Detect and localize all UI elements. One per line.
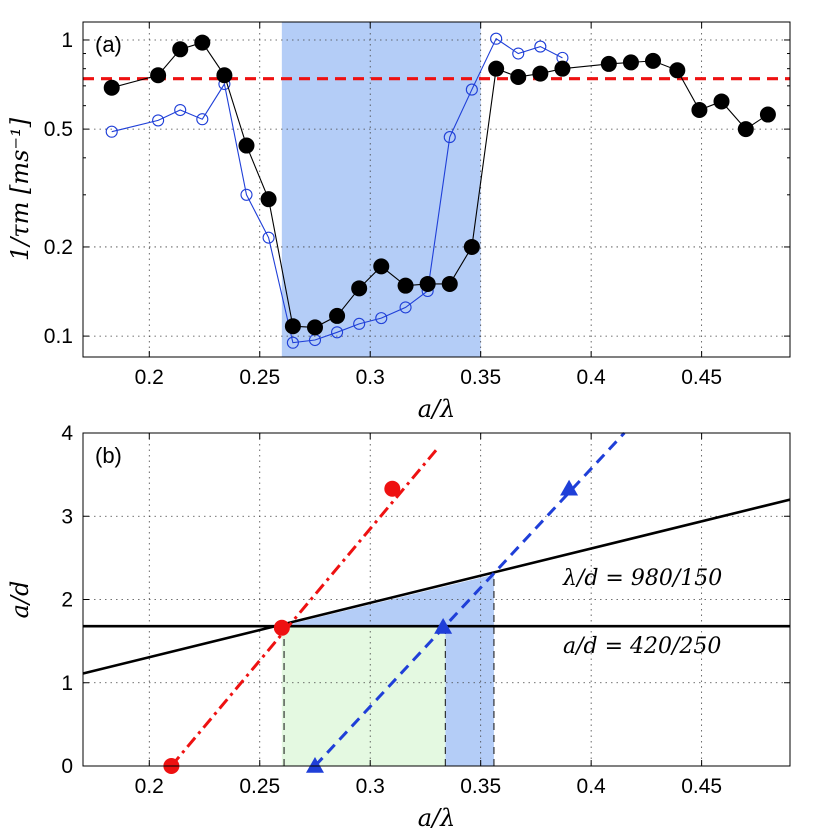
panel-a-xlabel: a/λ [418,395,456,423]
data-point-open [262,231,275,244]
x-tick-label: 0.25 [239,366,280,389]
data-point-filled [691,102,708,119]
data-point-filled [669,62,686,79]
data-point-filled [216,67,233,84]
data-point-filled [238,137,255,154]
data-point-open [490,32,503,45]
panel-b-label: (b) [95,443,122,468]
panel-b-ylabel: a/d [6,581,34,619]
data-point-open [353,317,366,330]
data-point-open [152,114,165,127]
data-point-filled [737,121,754,138]
data-point-open [443,131,456,144]
data-point-filled [645,52,662,69]
annotation-a-d: a/d = 420/250 [563,634,721,659]
data-point-filled [397,277,414,294]
panel-a-label: (a) [95,32,122,57]
x-tick-label: 0.35 [460,366,501,389]
data-point-filled [103,79,120,96]
panel-b: 0.2 0.25 0.3 0.35 0.4 0.45 0 1 2 3 4 (b) a/λ a/d λ… [6,422,791,832]
x-tick-label: 0.3 [356,366,385,389]
marker-triangle [560,479,579,496]
x-tick-label: 0.2 [135,775,164,798]
data-point-open [375,312,388,325]
panel-a-ylabel: 1/τm [ms⁻¹] [6,117,34,261]
panel-a-ticks: 0.2 0.25 0.3 0.35 0.4 0.45 0.1 0.2 0.5 1 [44,22,790,389]
line-red [170,448,438,767]
marker-triangle [305,757,324,773]
x-tick-label: 0.35 [460,775,501,798]
data-point-filled [441,275,458,292]
line--d-980-150 [82,498,791,675]
y-tick-label: 0 [61,755,73,778]
data-point-filled [463,238,480,255]
shaded-band [281,22,481,357]
y-tick-label: 1 [61,672,73,695]
data-point-filled [306,319,323,336]
data-point-filled [759,106,776,123]
shaded-region-green [281,626,446,766]
panel-b-xlabel: a/λ [418,804,456,832]
panel-a-series [103,32,776,349]
marker-triangle [434,617,453,634]
panel-b-markers [163,479,579,774]
data-point-open [174,103,187,117]
series-line-open [111,37,563,344]
y-tick-label: 0.5 [44,118,73,141]
data-point-open [331,326,344,339]
x-tick-label: 0.4 [577,366,607,389]
data-point-filled [329,307,346,324]
panel-b-vertical-dashed [283,574,495,766]
data-point-filled [600,55,617,72]
data-point-filled [373,258,390,275]
data-point-open [512,47,525,60]
panel-a: 0.2 0.25 0.3 0.35 0.4 0.450.10.20.51 (a) a/λ … [6,21,791,423]
panel-a-shaded-band [281,22,481,357]
y-tick-label: 0.2 [44,236,73,259]
data-point-open [534,40,547,53]
data-point-filled [194,34,211,51]
data-point-filled [150,67,167,84]
x-tick-label: 0.3 [356,775,385,798]
panel-b-ticks: 0.2 0.25 0.3 0.35 0.4 0.45 0 1 2 3 4 [61,422,790,798]
data-point-filled [488,60,505,77]
series-line-filled [111,41,769,328]
annotation-lambda-d: λ/d = 980/150 [562,566,722,591]
y-tick-label: 4 [61,422,73,445]
data-point-filled [622,54,639,71]
y-tick-label: 2 [61,589,73,612]
marker-circle [273,619,290,636]
panel-b-shaded-regions [281,574,494,766]
data-point-filled [284,318,301,335]
panel-a-frame [82,21,791,358]
data-point-filled [351,280,368,297]
data-point-filled [713,93,730,110]
marker-circle [384,480,401,497]
data-point-open [105,125,118,138]
y-tick-label: 1 [61,29,73,52]
x-tick-label: 0.2 [135,366,164,389]
y-tick-label: 0.1 [44,325,73,348]
panel-b-frame [82,432,791,767]
data-point-filled [554,60,571,77]
data-point-filled [510,68,527,85]
data-point-open [465,83,478,96]
data-point-filled [419,275,436,292]
x-tick-label: 0.45 [681,366,722,389]
data-point-open [286,336,299,349]
data-point-filled [260,191,277,208]
data-point-open [399,301,412,314]
data-point-open [240,188,253,201]
data-point-filled [172,41,189,58]
data-point-filled [532,65,549,82]
y-tick-label: 3 [61,505,73,528]
data-point-open [196,113,209,126]
x-tick-label: 0.4 [577,775,607,798]
x-tick-label: 0.45 [681,775,722,798]
x-tick-label: 0.25 [239,775,280,798]
